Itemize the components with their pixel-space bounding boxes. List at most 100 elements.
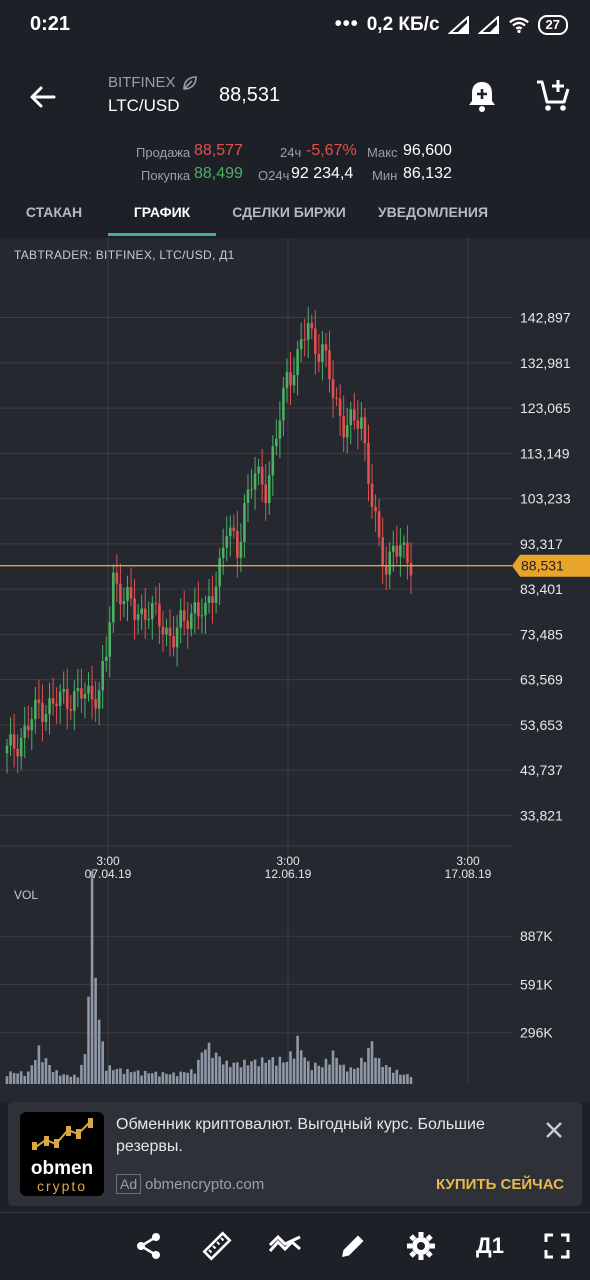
volume-bar [108, 1065, 112, 1084]
ad-logo[interactable]: obmen crypto [20, 1112, 104, 1196]
tab-order-book[interactable]: СТАКАН [25, 204, 83, 220]
ad-text[interactable]: Обменник криптовалют. Выгодный курс. Бол… [116, 1116, 485, 1155]
volume-bar [406, 1074, 409, 1084]
candle-body [133, 598, 136, 620]
candle-body [94, 699, 97, 709]
volume-bar [126, 1068, 129, 1084]
volume-bar [399, 1074, 402, 1084]
volume-bar [221, 1064, 225, 1084]
chart-canvas[interactable]: 142,897 132,981 123,065 113,149 103,233 93,31… [0, 238, 590, 1102]
volume-bar [179, 1071, 182, 1084]
volume-bar [356, 1067, 360, 1084]
volume-bar [321, 1067, 324, 1084]
price-tick-label: 73,485 [520, 626, 563, 642]
price-tick-label: 103,233 [520, 491, 571, 507]
volume-bar [232, 1062, 236, 1084]
candle-body [395, 545, 399, 557]
volume-bar [55, 1070, 58, 1084]
candle-body [154, 603, 158, 605]
volume-bar [90, 870, 94, 1084]
price-chart[interactable]: 142,897 132,981 123,065 113,149 103,233 93,31… [0, 238, 590, 1102]
volume-bar [253, 1059, 257, 1084]
share-button[interactable] [132, 1229, 166, 1263]
candle-body [381, 537, 384, 566]
back-arrow-icon[interactable] [26, 80, 60, 114]
time-tick-label: 3:00 [456, 854, 480, 868]
candle-body [126, 587, 129, 601]
candle-body [374, 506, 377, 512]
notification-dots-icon: ••• [334, 13, 359, 35]
volume-bar [384, 1065, 388, 1084]
volume-bar [9, 1071, 12, 1084]
tab-chart[interactable]: ГРАФИК [108, 190, 216, 236]
add-alert-bell-icon[interactable] [464, 78, 500, 114]
volume-bar [172, 1072, 175, 1084]
volume-bar [182, 1072, 186, 1084]
volume-bar [345, 1071, 349, 1084]
volume-24h-label: О24ч [258, 168, 290, 183]
timeframe-button[interactable]: Д1 [476, 1233, 504, 1258]
min-label: Мин [372, 168, 398, 183]
candle-body [122, 600, 126, 605]
tab-alerts[interactable]: УВЕДОМЛЕНИЯ [377, 204, 489, 220]
candle-body [296, 349, 299, 376]
close-icon[interactable] [542, 1118, 566, 1142]
candle-body [356, 420, 360, 429]
ruler-button[interactable] [200, 1229, 234, 1263]
candle-body [236, 530, 239, 558]
volume-bar [299, 1050, 303, 1084]
candle-body [253, 473, 257, 490]
candle-body [186, 620, 190, 629]
share-icon [137, 1233, 160, 1259]
candle-body [197, 602, 200, 617]
candle-body [115, 572, 119, 584]
candle-body [331, 379, 335, 398]
volume-bar [133, 1071, 136, 1084]
candle-body [409, 562, 413, 576]
candle-body [26, 725, 30, 731]
candle-body [62, 689, 66, 692]
candle-body [360, 417, 363, 429]
volume-bar [58, 1075, 62, 1084]
candle-body [402, 542, 406, 545]
indicators-button[interactable] [268, 1229, 302, 1263]
candle-body [257, 466, 260, 474]
volume-bar [402, 1074, 406, 1084]
volume-bar [97, 1019, 101, 1084]
candle-body [267, 475, 271, 504]
candle-body [119, 583, 122, 605]
currency-pair: LTC/USD [108, 96, 180, 115]
candle-body [250, 489, 253, 491]
price-tick-label: 142,897 [520, 310, 571, 326]
candle-body [108, 622, 112, 657]
ad-banner[interactable]: obmen crypto Обменник криптовалют. Выгод… [8, 1102, 582, 1206]
ad-cta-button[interactable]: КУПИТЬ СЕЙЧАС [436, 1176, 564, 1193]
chart-title: TABTRADER: BITFINEX, LTC/USD, Д1 [14, 248, 235, 262]
current-price-tag [512, 554, 590, 577]
candle-body [292, 375, 296, 386]
candle-body [41, 702, 44, 722]
change-24h-value: -5,67% [306, 142, 357, 159]
candle-body [143, 608, 147, 620]
price-tick-label: 33,821 [520, 807, 563, 823]
add-to-cart-icon[interactable] [534, 76, 572, 114]
volume-bar [94, 977, 97, 1084]
candles-logo-icon [32, 1118, 93, 1150]
candle-body [335, 397, 338, 399]
volume-bar [189, 1069, 193, 1084]
tab-trades[interactable]: СДЕЛКИ БИРЖИ [232, 204, 346, 220]
candle-body [384, 565, 388, 575]
price-tick-label: 123,065 [520, 400, 571, 416]
volume-bar [80, 1064, 83, 1084]
volume-title: VOL [14, 888, 39, 902]
volume-bar [391, 1072, 395, 1084]
volume-bar [204, 1049, 207, 1084]
fullscreen-button[interactable] [540, 1229, 574, 1263]
candle-body [264, 484, 268, 504]
ruler-icon [202, 1231, 232, 1261]
volume-bar [381, 1066, 384, 1084]
volume-bar [175, 1076, 179, 1084]
settings-button[interactable] [404, 1229, 438, 1263]
draw-button[interactable] [336, 1229, 370, 1263]
volume-bar [289, 1051, 292, 1084]
